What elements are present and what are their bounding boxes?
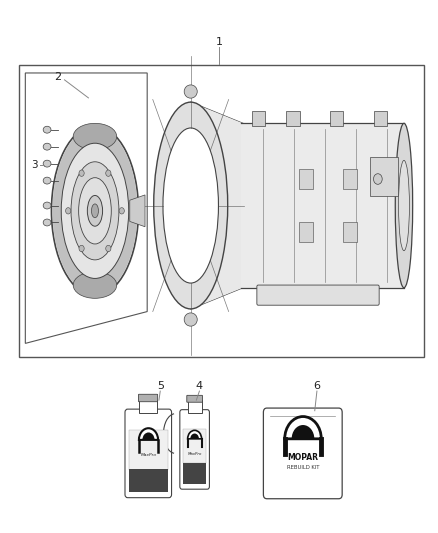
FancyBboxPatch shape — [257, 285, 379, 305]
Polygon shape — [191, 102, 243, 309]
FancyBboxPatch shape — [187, 395, 202, 402]
Text: 3: 3 — [31, 160, 37, 169]
FancyBboxPatch shape — [129, 469, 168, 492]
FancyBboxPatch shape — [187, 400, 201, 413]
Ellipse shape — [73, 272, 117, 298]
FancyBboxPatch shape — [371, 157, 398, 196]
Bar — [19, 65, 424, 357]
FancyBboxPatch shape — [343, 222, 357, 242]
FancyBboxPatch shape — [286, 111, 300, 126]
FancyBboxPatch shape — [139, 400, 157, 413]
Text: 4: 4 — [196, 381, 203, 391]
Polygon shape — [130, 195, 145, 227]
Ellipse shape — [66, 208, 71, 214]
Ellipse shape — [61, 143, 129, 278]
Text: REBUILD KIT: REBUILD KIT — [287, 465, 319, 471]
Text: 5: 5 — [157, 381, 164, 391]
FancyBboxPatch shape — [343, 169, 357, 189]
Text: MaxPro: MaxPro — [141, 453, 156, 457]
Ellipse shape — [43, 143, 51, 150]
FancyBboxPatch shape — [252, 111, 265, 126]
Ellipse shape — [399, 160, 410, 251]
Ellipse shape — [73, 123, 117, 150]
Ellipse shape — [43, 160, 51, 167]
Ellipse shape — [106, 245, 111, 252]
Text: 2: 2 — [54, 71, 61, 82]
Ellipse shape — [43, 219, 51, 226]
FancyBboxPatch shape — [184, 463, 206, 484]
Wedge shape — [187, 430, 201, 439]
Wedge shape — [142, 432, 155, 440]
FancyBboxPatch shape — [299, 222, 313, 242]
Wedge shape — [190, 433, 199, 439]
Ellipse shape — [43, 126, 51, 133]
FancyBboxPatch shape — [180, 410, 209, 489]
Ellipse shape — [374, 174, 382, 184]
Wedge shape — [292, 425, 314, 439]
FancyBboxPatch shape — [138, 394, 158, 402]
Text: MaxPro: MaxPro — [187, 452, 202, 456]
Ellipse shape — [119, 208, 124, 214]
Ellipse shape — [53, 127, 138, 294]
Ellipse shape — [163, 128, 219, 283]
FancyBboxPatch shape — [129, 430, 168, 470]
Text: 6: 6 — [314, 381, 321, 391]
Ellipse shape — [79, 170, 84, 176]
Text: MOPAR: MOPAR — [287, 453, 318, 462]
Ellipse shape — [106, 170, 111, 176]
Polygon shape — [241, 123, 404, 288]
FancyBboxPatch shape — [374, 111, 387, 126]
FancyBboxPatch shape — [330, 111, 343, 126]
Text: 1: 1 — [215, 37, 223, 47]
FancyBboxPatch shape — [263, 408, 342, 499]
Ellipse shape — [87, 196, 102, 226]
Ellipse shape — [154, 102, 228, 309]
Polygon shape — [25, 73, 147, 343]
Ellipse shape — [79, 177, 111, 244]
Ellipse shape — [51, 126, 138, 296]
Ellipse shape — [79, 245, 84, 252]
Ellipse shape — [184, 313, 197, 326]
Ellipse shape — [92, 204, 99, 217]
Ellipse shape — [184, 85, 197, 98]
Ellipse shape — [395, 123, 413, 288]
FancyBboxPatch shape — [184, 429, 206, 463]
Ellipse shape — [43, 202, 51, 209]
Wedge shape — [285, 417, 321, 439]
Ellipse shape — [71, 162, 119, 260]
FancyBboxPatch shape — [299, 169, 313, 189]
Wedge shape — [139, 428, 158, 440]
Ellipse shape — [43, 177, 51, 184]
FancyBboxPatch shape — [125, 409, 172, 498]
